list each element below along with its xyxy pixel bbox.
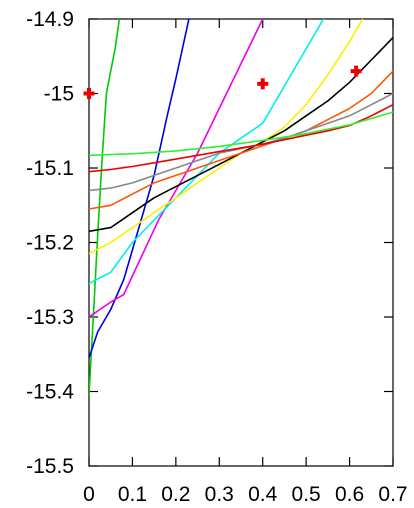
y-tick-label: -15.2 bbox=[26, 232, 74, 255]
series-line-7 bbox=[89, 70, 393, 210]
series-line-2 bbox=[89, 19, 190, 359]
data-point-marker bbox=[257, 78, 269, 90]
x-tick-label: 0.5 bbox=[292, 483, 321, 506]
x-tick-label: 0 bbox=[83, 483, 95, 506]
y-tick-label: -14.9 bbox=[26, 8, 74, 31]
series-line-5 bbox=[89, 19, 364, 255]
series-line-1 bbox=[89, 19, 121, 397]
x-tick-label: 0.4 bbox=[248, 483, 278, 506]
x-tick-label: 0.3 bbox=[205, 483, 234, 506]
y-tick-label: -15.1 bbox=[26, 157, 74, 180]
y-tick-label: -15.5 bbox=[26, 455, 74, 478]
x-tick-label: 0.2 bbox=[161, 483, 190, 506]
series-line-8 bbox=[89, 92, 393, 192]
axis-labels: 0 0.1 0.2 0.3 0.4 0.5 0.6 0.7 -14.9 -15 -15.1 -15.2… bbox=[26, 8, 407, 506]
data-point-marker bbox=[83, 88, 95, 99]
plot-frame bbox=[88, 18, 394, 467]
series-line-4 bbox=[89, 19, 325, 285]
y-tick-label: -15 bbox=[44, 83, 74, 106]
x-tick-label: 0.1 bbox=[118, 483, 147, 506]
x-tick-label: 0.7 bbox=[378, 483, 407, 506]
series-line-3 bbox=[89, 19, 264, 318]
y-tick-label: -15.4 bbox=[26, 381, 74, 404]
markers-layer bbox=[83, 65, 362, 99]
x-tick-label: 0.6 bbox=[335, 483, 364, 506]
series-line-10 bbox=[89, 111, 393, 157]
data-point-marker bbox=[350, 65, 362, 77]
series-line-9 bbox=[89, 103, 393, 173]
y-tick-label: -15.3 bbox=[26, 306, 74, 329]
series-line-6 bbox=[89, 36, 393, 233]
series-layer bbox=[89, 19, 393, 397]
